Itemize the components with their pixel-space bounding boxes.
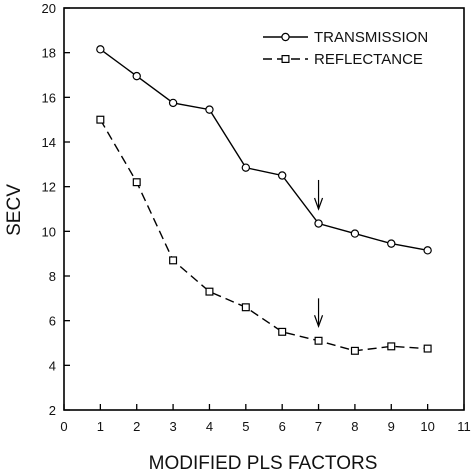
data-point-transmission: [96, 45, 105, 54]
data-point-reflectance: [205, 287, 214, 296]
x-tick-label: 0: [60, 419, 67, 434]
y-tick-label: 4: [49, 358, 56, 373]
legend-label: REFLECTANCE: [314, 51, 423, 68]
series-line-transmission: [99, 48, 428, 252]
x-axis-title: MODIFIED PLS FACTORS: [149, 453, 378, 474]
x-tick-label: 9: [388, 419, 395, 434]
arrow-head: [313, 315, 324, 329]
arrow-head: [313, 197, 324, 211]
y-tick-label: 10: [42, 224, 56, 239]
data-point-transmission: [277, 171, 287, 180]
data-point-transmission: [241, 163, 251, 172]
y-tick-label: 8: [49, 269, 56, 284]
axes: [63, 7, 465, 411]
y-tick-label: 12: [42, 180, 56, 195]
legend-label: TRANSMISSION: [314, 29, 428, 46]
x-tick-label: 10: [420, 419, 434, 434]
data-point-transmission: [423, 246, 432, 255]
data-point-transmission: [314, 219, 323, 228]
y-tick-label: 16: [42, 90, 56, 105]
data-point-reflectance: [169, 256, 178, 265]
series: [96, 45, 432, 355]
data-point-reflectance: [96, 115, 105, 124]
y-axis-title: SECV: [4, 184, 25, 236]
data-point-transmission: [387, 239, 396, 248]
x-tick-label: 11: [457, 419, 471, 434]
legend-marker: [281, 32, 290, 42]
y-tick-label: 6: [49, 314, 56, 329]
series-line-reflectance: [99, 119, 428, 352]
legend-marker: [281, 54, 290, 63]
y-tick-label: 18: [42, 46, 56, 61]
data-point-reflectance: [387, 342, 396, 351]
y-tick-label: 14: [42, 135, 56, 150]
x-tick-label: 8: [351, 419, 358, 434]
data-point-reflectance: [314, 336, 323, 345]
data-point-reflectance: [423, 344, 432, 353]
x-tick-label: 2: [133, 419, 140, 434]
x-tick-label: 4: [206, 419, 213, 434]
data-point-transmission: [168, 98, 178, 108]
data-point-transmission: [205, 105, 214, 114]
x-tick-label: 1: [97, 419, 104, 434]
annotations: [313, 179, 324, 329]
x-tick-label: 7: [315, 419, 322, 434]
y-tick-label: 2: [49, 403, 56, 418]
data-point-transmission: [350, 229, 360, 238]
data-point-reflectance: [132, 178, 141, 187]
data-point-reflectance: [350, 346, 359, 355]
data-point-reflectance: [278, 327, 287, 336]
y-tick-label: 20: [42, 1, 56, 16]
x-tick-label: 6: [279, 419, 286, 434]
plot-frame: [63, 7, 465, 411]
data-point-transmission: [132, 71, 141, 81]
x-tick-label: 5: [242, 419, 249, 434]
legend: TRANSMISSION REFLECTANCE: [263, 29, 428, 68]
x-tick-label: 3: [169, 419, 176, 434]
data-point-reflectance: [241, 303, 250, 312]
